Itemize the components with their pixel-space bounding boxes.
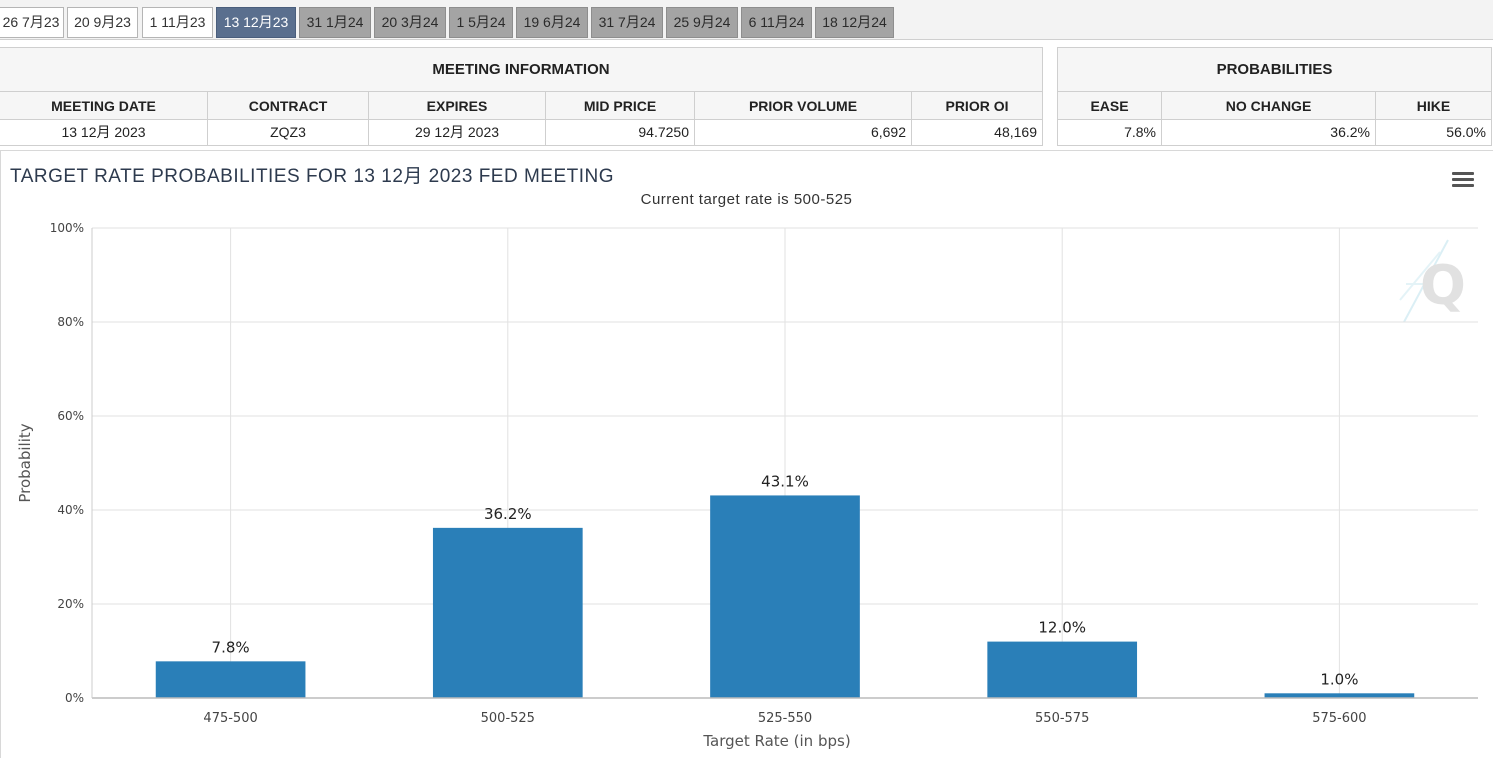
x-tick-label: 575-600 <box>1312 711 1366 726</box>
header-ease: EASE <box>1058 92 1162 120</box>
data-label: 36.2% <box>484 505 532 523</box>
data-label: 12.0% <box>1038 619 1086 637</box>
tab-20-mar-24[interactable]: 20 3月24 <box>374 7 446 38</box>
bars: 7.8% 36.2% 43.1% 12.0% 1.0% <box>155 472 1415 698</box>
hamburger-menu-icon[interactable] <box>1452 172 1474 190</box>
y-axis-title: Probability <box>16 423 34 502</box>
x-tick-label: 500-525 <box>481 711 535 726</box>
value-meeting-date: 13 12月 2023 <box>0 120 208 145</box>
header-prior-oi: PRIOR OI <box>912 92 1042 120</box>
value-no-change: 36.2% <box>1162 120 1376 145</box>
chart-title: TARGET RATE PROBABILITIES FOR 13 12月 202… <box>10 166 615 187</box>
value-ease: 7.8% <box>1058 120 1162 145</box>
data-label: 7.8% <box>212 638 250 656</box>
x-tick-label: 525-550 <box>758 711 812 726</box>
chart-container <box>0 150 1493 758</box>
tab-25-sep-24[interactable]: 25 9月24 <box>666 7 738 38</box>
tab-6-nov-24[interactable]: 6 11月24 <box>741 7 812 38</box>
meeting-date-tabs: 26 7月23 20 9月23 1 11月23 13 12月23 31 1月24… <box>0 0 1493 40</box>
y-tick-label: 80% <box>57 315 84 329</box>
x-axis-title: Target Rate (in bps) <box>702 732 850 750</box>
value-prior-oi: 48,169 <box>994 124 1037 140</box>
tab-26-jul-23[interactable]: 26 7月23 <box>0 7 64 38</box>
probabilities-table: PROBABILITIES EASE NO CHANGE HIKE 7.8% 3… <box>1057 47 1492 146</box>
tab-19-jun-24[interactable]: 19 6月24 <box>516 7 588 38</box>
header-prior-volume: PRIOR VOLUME <box>695 92 912 120</box>
data-label: 43.1% <box>761 472 809 490</box>
tab-1-may-24[interactable]: 1 5月24 <box>449 7 513 38</box>
bar-500-525[interactable] <box>432 527 583 698</box>
bar-550-575[interactable] <box>987 641 1138 698</box>
tab-31-jan-24[interactable]: 31 1月24 <box>299 7 371 38</box>
header-expires: EXPIRES <box>369 92 546 120</box>
value-contract: ZQZ3 <box>208 120 369 145</box>
svg-text:Q: Q <box>1420 254 1466 317</box>
value-prior-volume: 6,692 <box>695 120 912 145</box>
bar-475-500[interactable] <box>155 661 306 698</box>
q-logo-watermark: Q <box>1399 239 1466 323</box>
axes: 0% 20% 40% 60% 80% 100% 475-500 500-525 525-550 5… <box>16 221 1478 750</box>
x-tick-label: 550-575 <box>1035 711 1089 726</box>
tab-1-nov-23[interactable]: 1 11月23 <box>142 7 213 38</box>
bar-525-550[interactable] <box>710 495 860 698</box>
data-label: 1.0% <box>1320 670 1358 688</box>
tab-20-sep-23[interactable]: 20 9月23 <box>67 7 138 38</box>
header-mid-price: MID PRICE <box>546 92 695 120</box>
y-tick-label: 60% <box>57 409 84 423</box>
header-hike: HIKE <box>1376 92 1491 120</box>
y-tick-label: 100% <box>50 221 84 235</box>
value-mid-price: 94.7250 <box>546 120 695 145</box>
y-tick-label: 0% <box>65 691 84 705</box>
header-no-change: NO CHANGE <box>1162 92 1376 120</box>
x-tick-label: 475-500 <box>203 711 257 726</box>
meeting-information-heading: MEETING INFORMATION <box>0 48 1042 92</box>
header-contract: CONTRACT <box>208 92 369 120</box>
tab-13-dec-23[interactable]: 13 12月23 <box>216 7 296 38</box>
meeting-information-table: MEETING INFORMATION MEETING DATE CONTRAC… <box>0 47 1043 146</box>
y-tick-label: 20% <box>57 597 84 611</box>
y-tick-label: 40% <box>57 503 84 517</box>
bar-575-600[interactable] <box>1264 693 1415 698</box>
chart-subtitle: Current target rate is 500-525 <box>640 191 853 208</box>
value-hike: 56.0% <box>1446 124 1486 140</box>
value-expires: 29 12月 2023 <box>369 120 546 145</box>
header-meeting-date: MEETING DATE <box>0 92 208 120</box>
probabilities-heading: PROBABILITIES <box>1058 48 1491 92</box>
tab-31-jul-24[interactable]: 31 7月24 <box>591 7 663 38</box>
tab-18-dec-24[interactable]: 18 12月24 <box>815 7 894 38</box>
